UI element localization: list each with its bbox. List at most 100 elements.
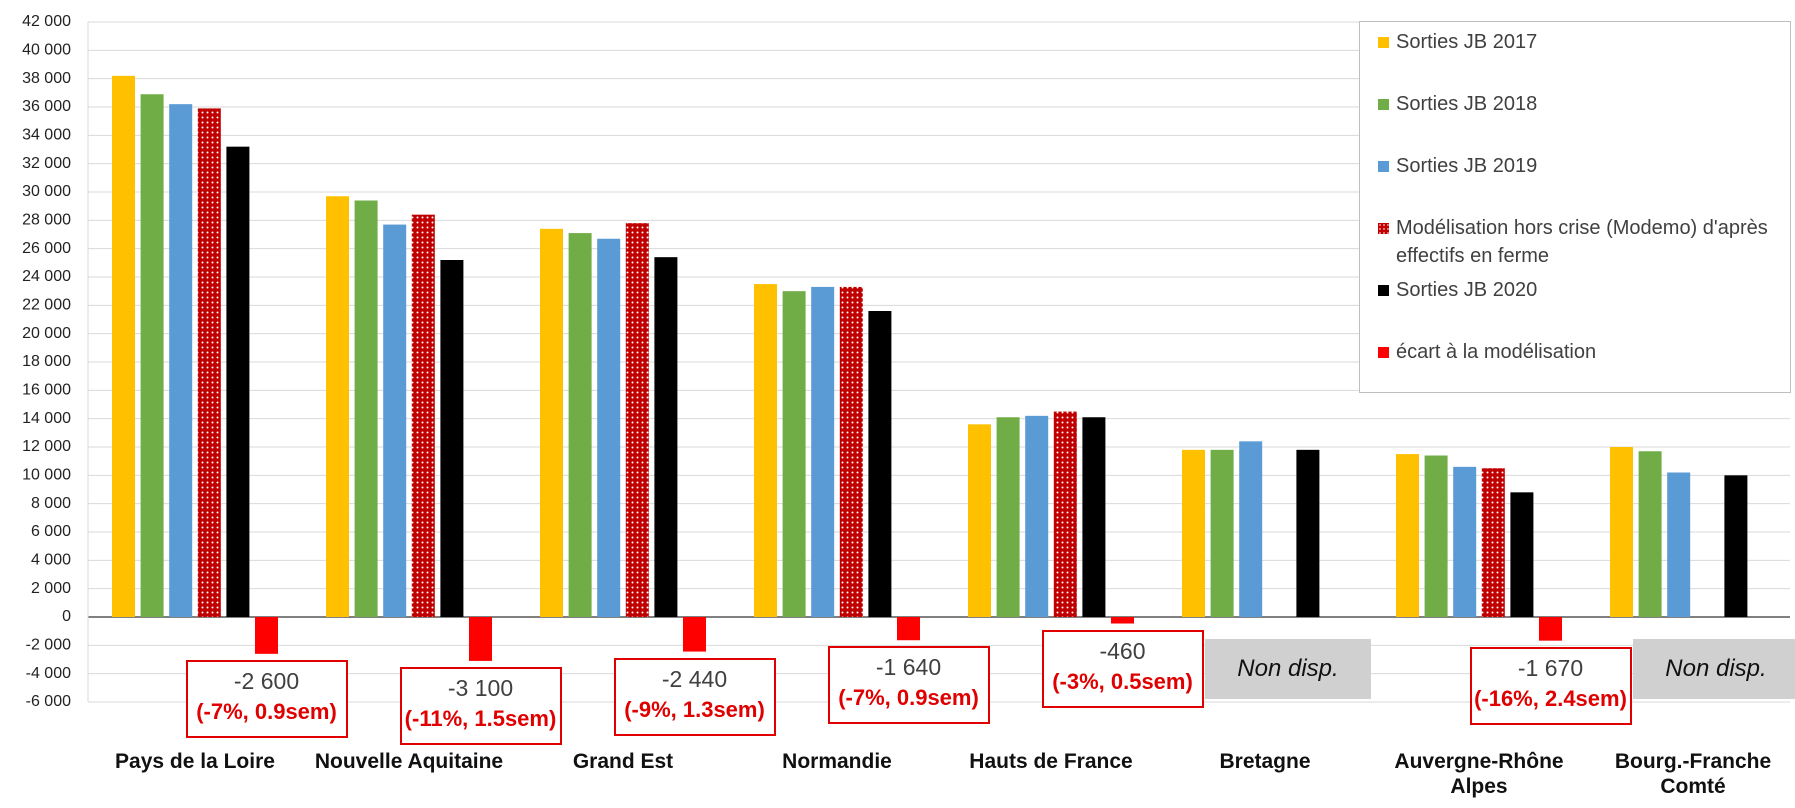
legend-label: écart à la modélisation xyxy=(1396,341,1597,363)
y-tick-label: 16 000 xyxy=(22,382,71,399)
bar xyxy=(897,617,920,641)
legend: Sorties JB 2017 Sorties JB 2018 Sorties JB… xyxy=(1359,21,1791,393)
bar xyxy=(1510,492,1534,617)
y-tick-label: 22 000 xyxy=(22,297,71,314)
bar xyxy=(1025,415,1049,617)
bar xyxy=(868,311,892,617)
bar xyxy=(411,214,435,617)
x-tick-label: Grand Est xyxy=(572,750,674,773)
annotation: (-16%, 2.4sem) xyxy=(1474,685,1627,711)
x-tick-label: Nouvelle Aquitaine xyxy=(314,750,504,773)
y-tick-label: 26 000 xyxy=(22,240,71,257)
bar xyxy=(112,75,135,618)
bar xyxy=(1424,455,1448,617)
bar xyxy=(1111,617,1134,624)
legend-swatch xyxy=(1378,161,1389,172)
legend-label: Modélisation hors crise (Modemo) d'après… xyxy=(1396,217,1768,267)
bar xyxy=(1296,449,1320,617)
annotation-box: -3 100 (-11%, 1.5sem) xyxy=(399,666,562,745)
bar xyxy=(1210,449,1234,617)
bar xyxy=(1667,472,1691,617)
bar xyxy=(568,233,592,618)
x-tick-label: Bourg.-Franche Comté xyxy=(1614,750,1772,798)
bar xyxy=(383,224,407,618)
x-tick-label: Hauts de France xyxy=(969,750,1133,773)
y-tick-label: 12 000 xyxy=(22,438,71,455)
bar xyxy=(1053,411,1077,617)
data-label: -460 xyxy=(1099,637,1146,664)
bar xyxy=(540,228,563,618)
y-tick-label: 38 000 xyxy=(22,70,71,87)
legend-label: Sorties JB 2018 xyxy=(1396,93,1538,115)
x-tick-label: Normandie xyxy=(782,750,892,773)
legend-swatch xyxy=(1378,37,1389,48)
data-label: -1 640 xyxy=(875,654,942,681)
legend-swatch xyxy=(1378,99,1389,110)
bar xyxy=(839,286,863,617)
bar xyxy=(1082,417,1106,617)
y-tick-label: 24 000 xyxy=(22,268,71,285)
bar xyxy=(1182,449,1205,617)
bar xyxy=(683,617,706,652)
bar xyxy=(1453,466,1477,617)
bar xyxy=(654,257,678,617)
annotation: (-11%, 1.5sem) xyxy=(404,705,557,731)
legend-entry: Sorties JB 2019 xyxy=(1378,152,1774,180)
y-tick-label: 2 000 xyxy=(31,580,71,597)
y-tick-label: -6 000 xyxy=(26,693,71,710)
data-label: -3 100 xyxy=(447,674,514,701)
annotation-box: -1 640 (-7%, 0.9sem) xyxy=(827,646,990,725)
bar xyxy=(1481,468,1505,617)
bar xyxy=(169,104,193,617)
legend-swatch xyxy=(1378,223,1389,234)
y-tick-label: 20 000 xyxy=(22,325,71,342)
legend-entry: Sorties JB 2020 xyxy=(1378,276,1774,304)
y-tick-label: 18 000 xyxy=(22,353,71,370)
legend-label: Sorties JB 2019 xyxy=(1396,155,1538,177)
legend-label: Sorties JB 2017 xyxy=(1396,31,1538,53)
y-tick-label: 0 xyxy=(62,608,71,625)
bar xyxy=(1539,617,1562,641)
y-tick-label: 14 000 xyxy=(22,410,71,427)
bar xyxy=(255,617,278,654)
data-label: -1 670 xyxy=(1517,654,1584,681)
y-tick-label: -4 000 xyxy=(26,665,71,682)
y-tick-label: 34 000 xyxy=(22,127,71,144)
y-tick-label: 4 000 xyxy=(31,552,71,569)
bar xyxy=(469,617,492,661)
annotation: Non disp. xyxy=(1205,639,1371,699)
annotation: (-7%, 0.9sem) xyxy=(838,685,979,711)
annotation-box: -2 440 (-9%, 1.3sem) xyxy=(613,657,776,736)
legend-label: Sorties JB 2020 xyxy=(1396,279,1538,301)
bar xyxy=(597,238,621,617)
bar xyxy=(625,223,649,617)
bar xyxy=(811,286,835,617)
bar xyxy=(1610,447,1633,617)
bar xyxy=(440,260,464,617)
legend-swatch xyxy=(1378,285,1389,296)
legend-swatch xyxy=(1378,347,1389,358)
y-tick-label: 30 000 xyxy=(22,183,71,200)
y-tick-label: 6 000 xyxy=(31,523,71,540)
annotation-box: -2 600 (-7%, 0.9sem) xyxy=(185,659,348,738)
legend-entry: écart à la modélisation xyxy=(1378,338,1774,366)
bar xyxy=(326,196,349,617)
bar xyxy=(197,108,221,618)
bar xyxy=(140,94,164,617)
y-tick-label: 32 000 xyxy=(22,155,71,172)
legend-entry: Modélisation hors crise (Modemo) d'après… xyxy=(1378,214,1774,270)
legend-entry: Sorties JB 2017 xyxy=(1378,28,1774,56)
bar xyxy=(1396,454,1419,617)
x-tick-label: Bretagne xyxy=(1219,750,1311,773)
annotation: (-9%, 1.3sem) xyxy=(624,696,765,722)
bar xyxy=(996,417,1020,617)
legend-entry: Sorties JB 2018 xyxy=(1378,90,1774,118)
y-tick-label: 28 000 xyxy=(22,212,71,229)
bar xyxy=(1724,475,1748,617)
y-tick-label: 8 000 xyxy=(31,495,71,512)
y-tick-label: -2 000 xyxy=(26,637,71,654)
annotation: (-7%, 0.9sem) xyxy=(196,698,337,724)
y-tick-label: 40 000 xyxy=(22,42,71,59)
data-label: -2 600 xyxy=(233,667,300,694)
